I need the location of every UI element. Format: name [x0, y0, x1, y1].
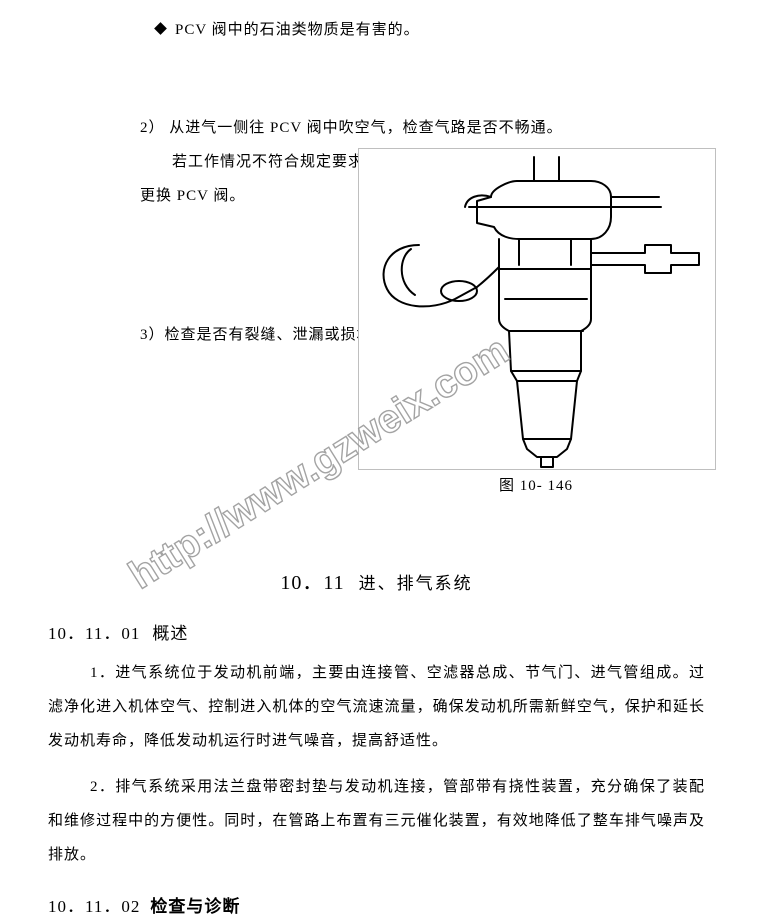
- document-page: PCV 阀中的石油类物质是有害的。 2） 从进气一侧往 PCV 阀中吹空气，检查…: [0, 0, 765, 878]
- sub1-num: 10．11．01: [48, 624, 140, 643]
- sub2-num: 10．11．02: [48, 897, 140, 916]
- pcv-valve-drawing: [359, 149, 715, 469]
- para-intake-system: 1．进气系统位于发动机前端，主要由连接管、空滤器总成、节气门、进气管组成。过滤净…: [48, 656, 705, 758]
- diamond-bullet-icon: [154, 22, 167, 35]
- para-exhaust-system: 2．排气系统采用法兰盘带密封垫与发动机连接，管部带有挠性装置，充分确保了装配和维…: [48, 770, 705, 872]
- section-number: 10．11: [280, 572, 344, 594]
- para2-text: 2．排气系统采用法兰盘带密封垫与发动机连接，管部带有挠性装置，充分确保了装配和维…: [48, 779, 705, 863]
- section-title-text: 进、排气系统: [359, 574, 473, 593]
- step-2-rest: 从进气一侧往 PCV 阀中吹空气，检查气路是否不畅通。: [169, 120, 562, 136]
- figure-caption: 图 10- 146: [358, 474, 714, 495]
- step-2-num: 2）: [140, 120, 165, 136]
- pcv-warning-bullet: PCV 阀中的石油类物质是有害的。: [156, 18, 705, 39]
- bullet-text: PCV 阀中的石油类物质是有害的。: [175, 22, 420, 38]
- step-2-line1: 2） 从进气一侧往 PCV 阀中吹空气，检查气路是否不畅通。: [140, 111, 705, 145]
- sub2-title: 检查与诊断: [150, 897, 240, 916]
- subsection-10-11-01: 10．11．01 概述: [48, 619, 705, 644]
- subsection-10-11-02: 10．11．02 检查与诊断: [48, 892, 705, 917]
- figure-10-146: [358, 148, 716, 470]
- para1-text: 1．进气系统位于发动机前端，主要由连接管、空滤器总成、节气门、进气管组成。过滤净…: [48, 665, 705, 749]
- sub1-title: 概述: [152, 624, 188, 643]
- section-10-11-title: 10．11 进、排气系统: [48, 566, 705, 595]
